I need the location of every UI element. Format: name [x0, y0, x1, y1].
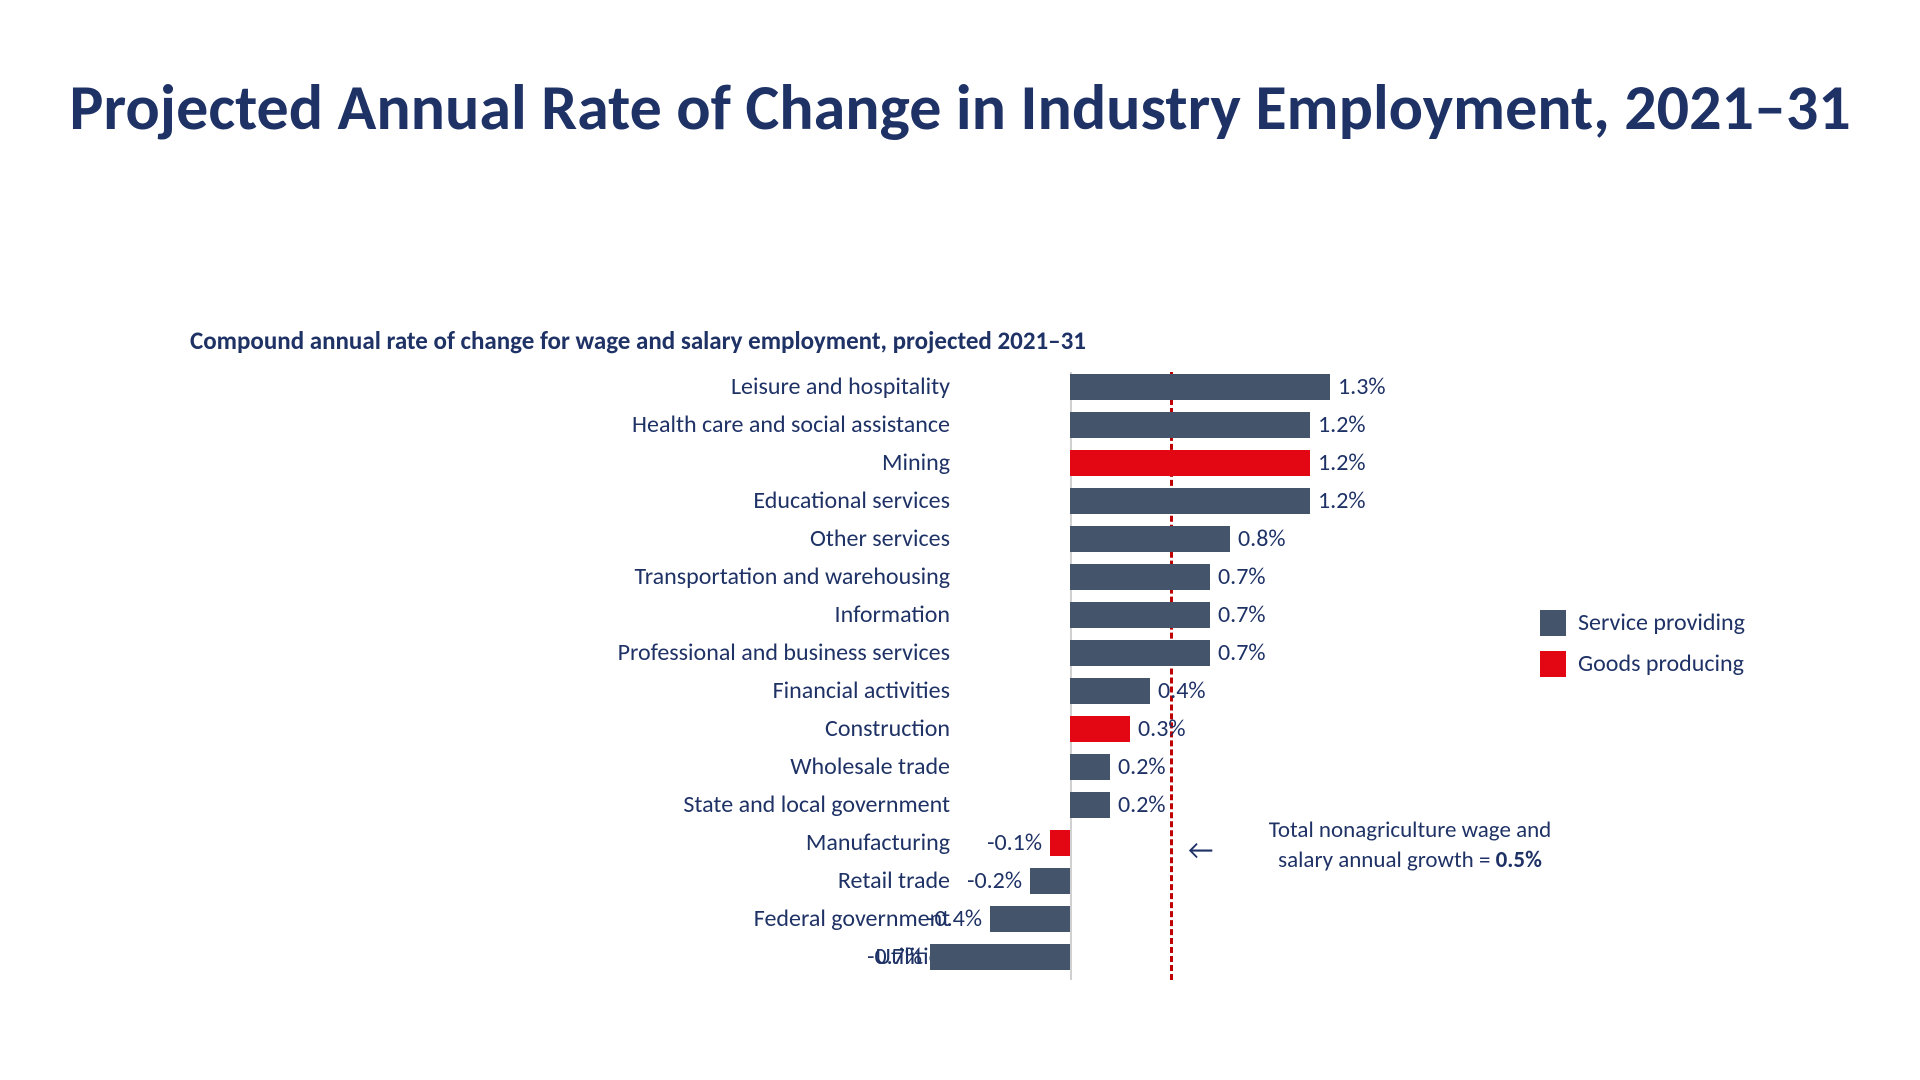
category-label: Health care and social assistance: [190, 410, 950, 440]
value-label: 1.3%: [1338, 372, 1386, 402]
bar: [1070, 792, 1110, 818]
category-label: Construction: [190, 714, 950, 744]
chart-row: Retail trade -0.2%: [190, 866, 1390, 896]
bar: [1070, 754, 1110, 780]
bar: [1070, 716, 1130, 742]
chart-row: Financial activities 0.4%: [190, 676, 1390, 706]
bar: [1030, 868, 1070, 894]
bar: [1070, 374, 1330, 400]
chart-row: Professional and business services 0.7%: [190, 638, 1390, 668]
category-label: Professional and business services: [190, 638, 950, 668]
category-label: Wholesale trade: [190, 752, 950, 782]
legend-label: Service providing: [1578, 608, 1745, 637]
category-label: State and local government: [190, 790, 950, 820]
bar: [1070, 678, 1150, 704]
chart-title: Projected Annual Rate of Change in Indus…: [0, 70, 1920, 147]
value-label: 0.7%: [1218, 562, 1266, 592]
chart-row: Federal government-0.4%: [190, 904, 1390, 934]
legend-swatch: [1540, 610, 1566, 636]
category-label: Financial activities: [190, 676, 950, 706]
value-label: 0.7%: [1218, 600, 1266, 630]
bar: [1070, 526, 1230, 552]
value-label: 0.8%: [1238, 524, 1286, 554]
bar: [1070, 602, 1210, 628]
bar: [930, 944, 1070, 970]
chart-row: Construction 0.3%: [190, 714, 1390, 744]
annotation-text: Total nonagriculture wage and: [1269, 816, 1552, 844]
bar-chart: Leisure and hospitality 1.3% Health care a…: [190, 372, 1390, 980]
legend-swatch: [1540, 651, 1566, 677]
annotation-value: 0.5%: [1496, 846, 1542, 874]
category-label: Other services: [190, 524, 950, 554]
category-label: Transportation and warehousing: [190, 562, 950, 592]
value-label: -0.7%: [867, 942, 922, 972]
value-label: 0.3%: [1138, 714, 1186, 744]
chart-row: Utilities-0.7%: [190, 942, 1390, 972]
chart-row: Information 0.7%: [190, 600, 1390, 630]
annotation-text: salary annual growth =: [1278, 846, 1495, 874]
value-label: 0.4%: [1158, 676, 1206, 706]
legend-label: Goods producing: [1578, 649, 1744, 678]
chart-row: Educational services 1.2%: [190, 486, 1390, 516]
value-label: -0.4%: [927, 904, 982, 934]
category-label: Educational services: [190, 486, 950, 516]
chart-row: Mining 1.2%: [190, 448, 1390, 478]
category-label: Manufacturing: [190, 828, 950, 858]
chart-subtitle: Compound annual rate of change for wage …: [190, 325, 1086, 356]
reference-annotation: Total nonagriculture wage andsalary annu…: [1230, 816, 1590, 876]
chart-row: Transportation and warehousing 0.7%: [190, 562, 1390, 592]
chart-row: Leisure and hospitality 1.3%: [190, 372, 1390, 402]
bar: [1070, 488, 1310, 514]
arrow-left-icon: ←: [1188, 836, 1213, 864]
bar: [990, 906, 1070, 932]
value-label: 0.7%: [1218, 638, 1266, 668]
category-label: Mining: [190, 448, 950, 478]
chart-row: State and local government 0.2%: [190, 790, 1390, 820]
bar: [1070, 412, 1310, 438]
value-label: 1.2%: [1318, 448, 1366, 478]
value-label: 0.2%: [1118, 752, 1166, 782]
chart-row: Other services 0.8%: [190, 524, 1390, 554]
value-label: -0.2%: [967, 866, 1022, 896]
value-label: 0.2%: [1118, 790, 1166, 820]
value-label: 1.2%: [1318, 486, 1366, 516]
bar: [1070, 640, 1210, 666]
category-label: Retail trade: [190, 866, 950, 896]
bar: [1070, 450, 1310, 476]
legend: Service providing Goods producing: [1540, 608, 1745, 690]
category-label: Utilities: [190, 942, 950, 972]
category-label: Federal government: [190, 904, 950, 934]
chart-row: Wholesale trade 0.2%: [190, 752, 1390, 782]
chart-row: Health care and social assistance 1.2%: [190, 410, 1390, 440]
value-label: 1.2%: [1318, 410, 1366, 440]
category-label: Leisure and hospitality: [190, 372, 950, 402]
bar: [1070, 564, 1210, 590]
legend-item-service: Service providing: [1540, 608, 1745, 637]
legend-item-goods: Goods producing: [1540, 649, 1745, 678]
value-label: -0.1%: [987, 828, 1042, 858]
category-label: Information: [190, 600, 950, 630]
bar: [1050, 830, 1070, 856]
